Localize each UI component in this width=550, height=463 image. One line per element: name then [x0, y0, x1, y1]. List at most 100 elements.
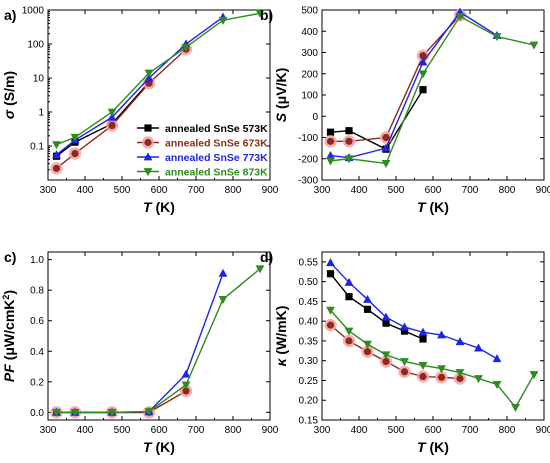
y-tick-label: 0.2	[30, 377, 44, 388]
x-tick-label: 300	[40, 425, 57, 436]
y-axis-title-units: (S/m)	[1, 71, 17, 110]
data-point	[345, 127, 353, 135]
series-line	[56, 273, 224, 414]
y-tick-label: 0.15	[299, 416, 319, 427]
data-point	[52, 141, 61, 150]
x-tick-label: 800	[225, 185, 242, 196]
data-point	[419, 86, 427, 94]
y-tick-label: 300	[301, 48, 318, 59]
x-tick-label: 700	[188, 185, 205, 196]
data-point	[326, 150, 335, 159]
data-point	[363, 294, 372, 303]
data-point	[108, 121, 116, 130]
panel-a: 300 400 500 600 700 800 900 0.1 1 10 100 1000 a) T (K…	[1, 6, 279, 216]
panel-letter: b)	[260, 7, 273, 23]
data-point	[181, 43, 191, 52]
data-point	[326, 157, 335, 166]
data-point	[400, 327, 409, 335]
panel-b: 300 400 500 600 700 800 900 -300 -200 -100 0 100 200…	[260, 6, 550, 216]
x-tick-label: 500	[114, 185, 131, 196]
series-line	[330, 15, 535, 165]
series-line	[329, 262, 498, 360]
series-line	[330, 14, 461, 143]
y-axis-title-units: (W/mK)	[273, 306, 289, 359]
y-tick-label: 0.55	[299, 257, 319, 268]
series-573K	[326, 86, 427, 153]
data-point	[419, 52, 427, 60]
y-axis-title-sup: 2	[1, 295, 11, 300]
y-tick-label: 0.45	[299, 297, 319, 308]
x-tick-label: 700	[462, 425, 479, 436]
data-point	[381, 143, 391, 152]
y-tick-label: 0.4	[30, 347, 44, 358]
y-axis-title-symbol: σ	[1, 109, 17, 119]
y-tick-label: 0.0	[30, 408, 44, 419]
data-point	[71, 149, 79, 158]
legend-marker	[144, 124, 152, 132]
data-point	[456, 374, 464, 383]
x-axis-title-units: (K)	[426, 439, 449, 455]
y-tick-label: 1000	[22, 6, 45, 17]
data-point	[437, 373, 446, 381]
x-axis-title: T (K)	[417, 199, 449, 215]
y-axis-title-units: (μW/cmK	[1, 300, 17, 365]
x-tick-label: 800	[499, 425, 516, 436]
data-point	[382, 319, 390, 327]
x-axis-title-units: (K)	[426, 199, 449, 215]
data-point	[381, 160, 391, 169]
y-axis-title: PF (μW/cmK2)	[1, 290, 17, 382]
data-point	[344, 155, 354, 164]
x-tick-label: 700	[462, 185, 479, 196]
x-tick-label: 300	[40, 185, 57, 196]
x-tick-label: 900	[536, 425, 550, 436]
plot-frame	[47, 251, 271, 421]
y-axis-title: κ (W/mK)	[273, 306, 289, 367]
data-point	[419, 372, 427, 381]
data-point	[326, 270, 335, 278]
y-tick-label: 0	[312, 112, 318, 123]
x-axis-title-symbol: T	[143, 439, 153, 455]
data-point	[218, 16, 228, 25]
data-point	[363, 340, 372, 349]
panel-letter: c)	[4, 249, 16, 265]
y-tick-label: 400	[301, 27, 318, 38]
y-axis-title: S (μV/K)	[273, 68, 289, 122]
series-873K	[326, 306, 539, 412]
data-point	[529, 41, 539, 50]
panel-d: 300 400 500 600 700 800 900 0.15 0.20 0.25 0.30 0.3…	[260, 249, 550, 455]
legend-entry: annealed SnSe 873K	[165, 167, 268, 179]
x-tick-label: 900	[536, 185, 550, 196]
data-point	[344, 327, 354, 336]
x-tick-label: 300	[314, 425, 331, 436]
data-point	[52, 164, 61, 172]
data-point	[218, 295, 228, 304]
data-point	[326, 306, 335, 315]
data-point	[382, 357, 390, 366]
y-tick-label: 0.30	[299, 356, 319, 367]
y-tick-label: 0.1	[30, 142, 44, 153]
data-point	[400, 358, 409, 367]
data-point	[181, 381, 191, 390]
legend-marker	[144, 138, 152, 147]
data-point	[345, 137, 353, 145]
series-673K	[324, 318, 467, 385]
series-573K	[326, 270, 427, 343]
legend: annealed SnSe 573K annealed SnSe 673K anne…	[137, 123, 268, 179]
y-tick-label: 100	[27, 40, 44, 51]
data-point	[418, 362, 428, 371]
data-point	[455, 337, 465, 346]
series-873K	[326, 12, 539, 169]
series-773K	[52, 268, 228, 416]
series-line	[56, 268, 261, 414]
y-tick-label: 500	[301, 6, 318, 17]
x-tick-label: 900	[262, 425, 279, 436]
y-tick-label: -300	[298, 176, 318, 187]
x-tick-label: 700	[188, 425, 205, 436]
data-point	[144, 408, 154, 417]
y-tick-label: 0.8	[30, 286, 44, 297]
x-axis-title-symbol: T	[417, 439, 427, 455]
x-tick-label: 500	[114, 425, 131, 436]
data-point	[326, 128, 335, 136]
data-point	[437, 365, 446, 374]
